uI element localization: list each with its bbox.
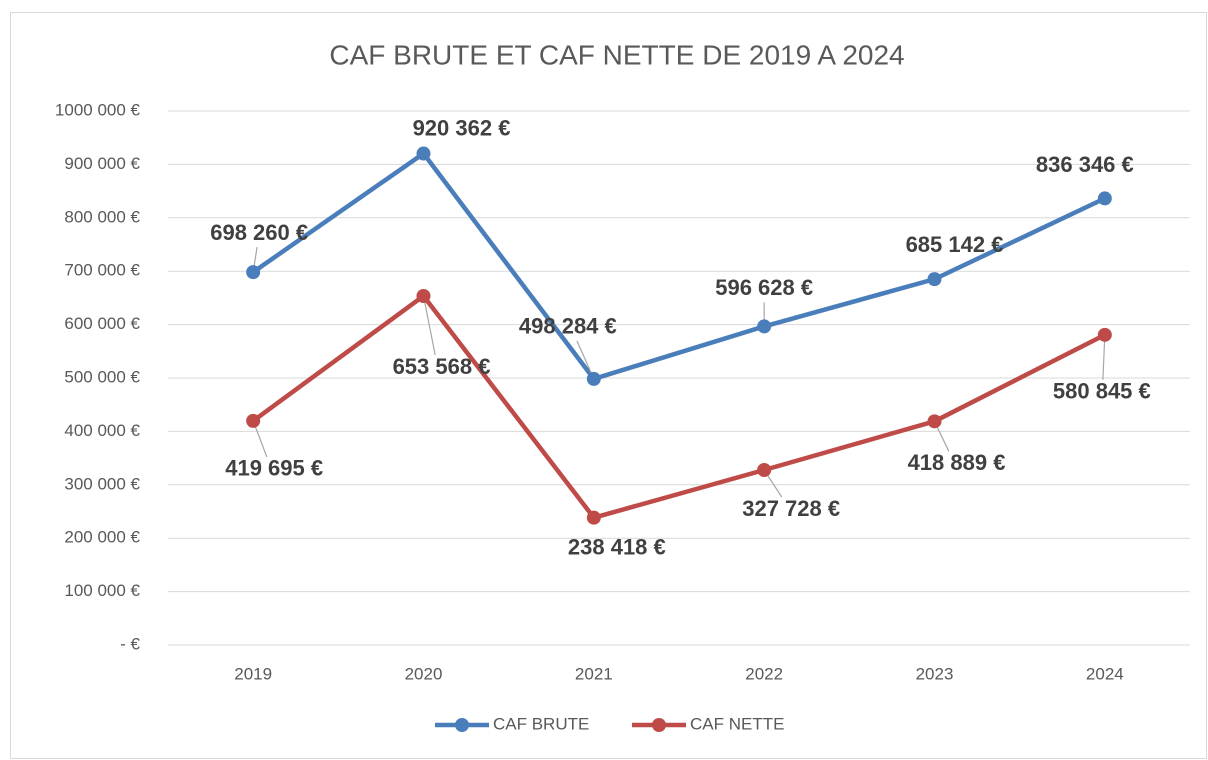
marker (586, 510, 601, 525)
data-label: 698 260 € (210, 220, 308, 245)
marker (757, 462, 772, 477)
marker (416, 288, 431, 303)
marker (416, 146, 431, 161)
leader-line (1102, 334, 1106, 380)
data-label: 836 346 € (1036, 152, 1134, 177)
y-tick-label: 700 000 € (64, 261, 140, 280)
data-label: 653 568 € (393, 354, 491, 379)
marker (246, 413, 261, 428)
y-tick-label: 300 000 € (64, 474, 140, 493)
marker (586, 371, 601, 386)
y-tick-label: 500 000 € (64, 367, 140, 386)
data-label: 685 142 € (906, 232, 1004, 257)
data-label: 580 845 € (1053, 379, 1151, 404)
chart-frame (10, 12, 1207, 759)
legend-label: CAF NETTE (690, 714, 784, 733)
y-tick-label: 900 000 € (64, 154, 140, 173)
y-tick-label: 600 000 € (64, 314, 140, 333)
marker (927, 414, 942, 429)
data-label: 920 362 € (413, 115, 511, 140)
marker (927, 272, 942, 287)
y-tick-label: 200 000 € (64, 528, 140, 547)
legend-marker (455, 718, 469, 732)
legend-marker (652, 718, 666, 732)
data-label: 238 418 € (568, 534, 666, 559)
x-tick-label: 2019 (234, 664, 272, 683)
y-tick-label: 800 000 € (64, 207, 140, 226)
x-tick-label: 2020 (405, 664, 443, 683)
marker (1097, 327, 1112, 342)
chart-title: CAF BRUTE ET CAF NETTE DE 2019 A 2024 (329, 39, 904, 70)
y-tick-label: 100 000 € (64, 581, 140, 600)
data-label: 418 889 € (908, 450, 1006, 475)
leader-line (422, 295, 436, 356)
y-tick-label: 400 000 € (64, 421, 140, 440)
marker (246, 265, 261, 280)
y-tick-label: 1000 000 € (55, 100, 141, 119)
data-label: 327 728 € (742, 496, 840, 521)
x-tick-label: 2021 (575, 664, 613, 683)
legend-label: CAF BRUTE (493, 714, 589, 733)
x-tick-label: 2022 (745, 664, 783, 683)
y-tick-label: - € (120, 634, 140, 653)
series-line (251, 151, 1106, 382)
data-label: 419 695 € (225, 456, 323, 481)
marker (757, 319, 772, 334)
x-tick-label: 2023 (916, 664, 954, 683)
data-label: 596 628 € (715, 275, 813, 300)
x-tick-label: 2024 (1086, 664, 1124, 683)
series-line (251, 293, 1106, 520)
marker (1097, 191, 1112, 206)
data-label: 498 284 € (519, 314, 617, 339)
